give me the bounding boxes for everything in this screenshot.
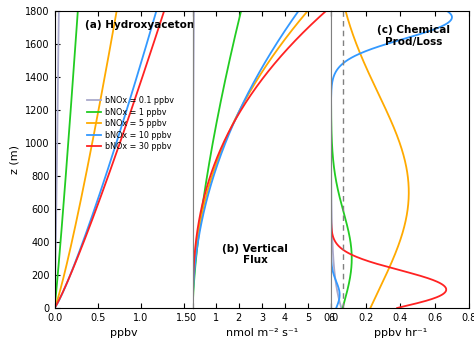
bNOx = 1 ppbv: [64, 165, 69, 169]
bNOx = 0.1 ppbv: [55, 145, 60, 149]
bNOx = 10 ppbv: [106, 163, 112, 167]
bNOx = 0.1 ppbv: [56, 8, 62, 13]
bNOx = 30 ppbv: [52, 306, 57, 310]
Line: bNOx = 1 ppbv: bNOx = 1 ppbv: [55, 11, 78, 308]
Text: (b) Vertical
Flux: (b) Vertical Flux: [222, 244, 288, 265]
bNOx = 5 ppbv: [85, 163, 91, 167]
bNOx = 1 ppbv: [64, 163, 69, 167]
bNOx = 30 ppbv: [121, 129, 127, 133]
X-axis label: ppbv hr⁻¹: ppbv hr⁻¹: [374, 329, 427, 338]
bNOx = 0.1 ppbv: [52, 306, 57, 310]
bNOx = 0.1 ppbv: [56, 16, 62, 20]
bNOx = 1 ppbv: [52, 306, 57, 310]
bNOx = 5 ppbv: [104, 62, 110, 67]
bNOx = 0.1 ppbv: [55, 62, 61, 67]
bNOx = 5 ppbv: [85, 165, 91, 169]
bNOx = 30 ppbv: [159, 16, 165, 20]
bNOx = 10 ppbv: [112, 145, 118, 149]
Y-axis label: z (m): z (m): [9, 145, 19, 174]
bNOx = 30 ppbv: [109, 165, 114, 169]
Text: (a) Hydroxyacetone: (a) Hydroxyacetone: [85, 19, 201, 29]
bNOx = 1 ppbv: [65, 145, 71, 149]
Line: bNOx = 10 ppbv: bNOx = 10 ppbv: [55, 11, 156, 308]
bNOx = 0.1 ppbv: [54, 165, 60, 169]
bNOx = 5 ppbv: [91, 129, 97, 133]
bNOx = 5 ppbv: [52, 306, 57, 310]
bNOx = 30 ppbv: [144, 62, 149, 67]
Line: bNOx = 0.1 ppbv: bNOx = 0.1 ppbv: [55, 11, 59, 308]
Line: bNOx = 5 ppbv: bNOx = 5 ppbv: [55, 11, 117, 308]
Text: (c) Chemical
Prod/Loss: (c) Chemical Prod/Loss: [377, 25, 450, 47]
Line: bNOx = 30 ppbv: bNOx = 30 ppbv: [55, 11, 164, 308]
X-axis label: ppbv: ppbv: [110, 329, 137, 338]
bNOx = 0.1 ppbv: [55, 129, 60, 133]
Legend: bNOx = 0.1 ppbv, bNOx = 1 ppbv, bNOx = 5 ppbv, bNOx = 10 ppbv, bNOx = 30 ppbv: bNOx = 0.1 ppbv, bNOx = 1 ppbv, bNOx = 5…: [83, 93, 177, 154]
bNOx = 10 ppbv: [138, 62, 144, 67]
bNOx = 5 ppbv: [113, 16, 118, 20]
bNOx = 10 ppbv: [106, 165, 111, 169]
bNOx = 0.1 ppbv: [54, 163, 60, 167]
bNOx = 1 ppbv: [71, 62, 77, 67]
bNOx = 1 ppbv: [66, 129, 72, 133]
bNOx = 1 ppbv: [75, 8, 81, 13]
bNOx = 5 ppbv: [89, 145, 94, 149]
bNOx = 10 ppbv: [117, 129, 123, 133]
bNOx = 1 ppbv: [74, 16, 80, 20]
bNOx = 10 ppbv: [152, 16, 157, 20]
bNOx = 30 ppbv: [116, 145, 121, 149]
bNOx = 10 ppbv: [52, 306, 57, 310]
bNOx = 5 ppbv: [114, 8, 119, 13]
bNOx = 30 ppbv: [162, 8, 167, 13]
X-axis label: nmol m⁻² s⁻¹: nmol m⁻² s⁻¹: [226, 329, 298, 338]
bNOx = 30 ppbv: [109, 163, 115, 167]
bNOx = 10 ppbv: [154, 8, 159, 13]
